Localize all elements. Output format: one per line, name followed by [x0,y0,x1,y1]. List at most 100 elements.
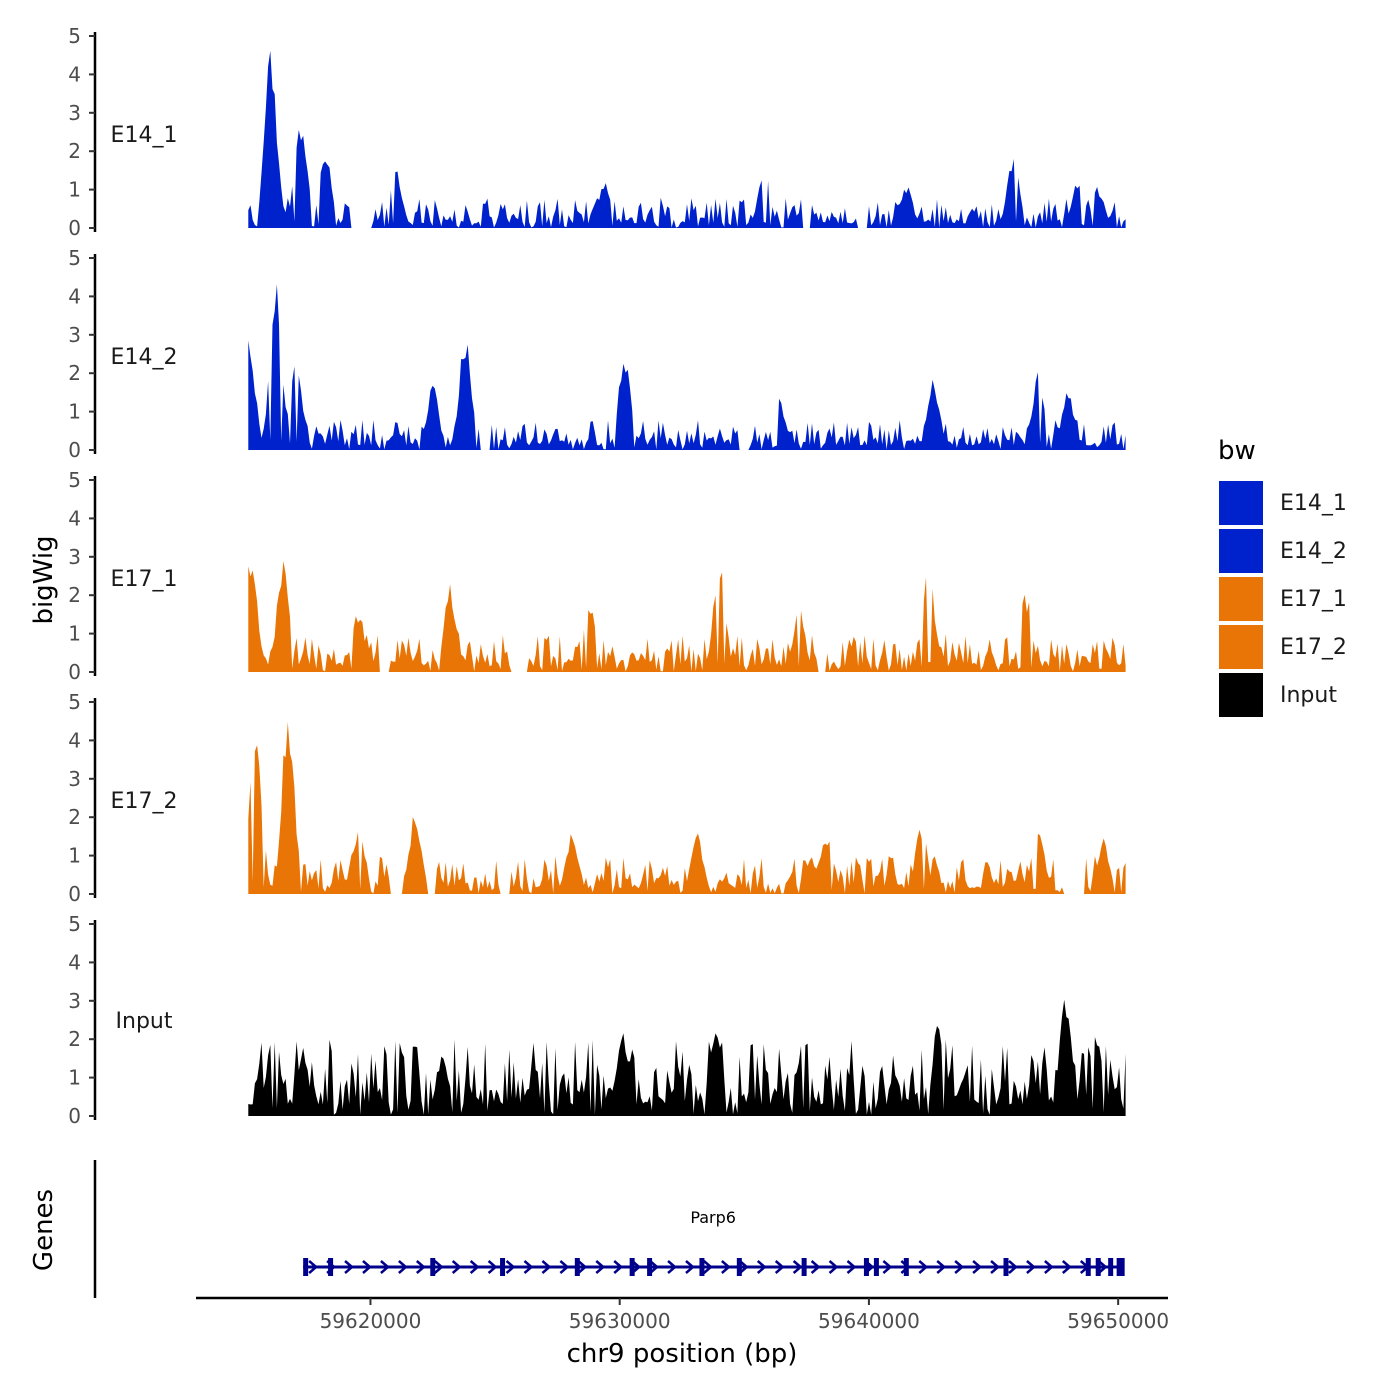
y-tick-label-E17_2-5: 5 [68,690,81,714]
strand-arrow [577,1260,588,1274]
y-tick-label-Input-5: 5 [68,912,81,936]
exon-17 [1108,1258,1114,1276]
x-axis: 59620000 59630000 59640000 59650000 [196,1296,1169,1333]
legend-key-E17_1 [1217,575,1265,623]
y-tick-label-E14_1-3: 3 [68,101,81,125]
track-label-E14_2: E14_2 [111,345,178,370]
signal-area-E14_1 [248,50,1126,229]
y-tick-label-Input-1: 1 [68,1066,81,1090]
y-tick-label-E17_2-3: 3 [68,767,81,791]
exon-16 [1095,1258,1101,1276]
y-tick-label-Input-0: 0 [68,1104,81,1128]
legend-label-E17_2: E17_2 [1280,635,1347,660]
signal-area-Input [248,999,1126,1116]
y-tick-label-E14_1-1: 1 [68,178,81,202]
strand-arrow [703,1260,713,1274]
exon-10 [801,1258,807,1276]
legend-label-E14_2: E14_2 [1280,539,1347,564]
exon-2 [328,1258,334,1276]
strand-arrow [1097,1260,1108,1274]
x-tick-label-59630000: 59630000 [569,1309,671,1333]
strand-arrow [972,1260,983,1274]
strand-arrow [882,1260,893,1274]
strand-arrow [810,1260,821,1274]
signal-area-E17_2 [248,722,1126,894]
y-tick-label-E17_1-1: 1 [68,622,81,646]
y-tick-label-E14_1-2: 2 [68,139,81,163]
exon-5 [574,1258,580,1276]
gene-label-Parp6: Parp6 [690,1208,736,1227]
y-tick-label-E17_2-4: 4 [68,728,81,752]
strand-arrow [380,1260,390,1274]
y-tick-label-E14_2-2: 2 [68,361,81,385]
y-tick-label-E17_2-0: 0 [68,882,81,906]
exon-14 [1003,1258,1009,1276]
exon-12 [873,1258,879,1276]
track-label-E17_1: E17_1 [111,567,178,592]
y-tick-label-E17_1-3: 3 [68,545,81,569]
strand-arrow [936,1260,947,1274]
strand-arrow [308,1260,319,1274]
exon-3 [430,1258,436,1276]
y-tick-label-E17_2-1: 1 [68,844,81,868]
y-tick-label-E14_1-4: 4 [68,62,81,86]
exon-1 [303,1258,309,1276]
track-E17_1: 0 1 2 3 4 5 E17_1 [68,468,1126,684]
y-tick-label-E14_1-5: 5 [68,24,81,48]
strand-arrow [990,1260,1000,1274]
legend-key-E17_2 [1217,623,1265,671]
exon-11 [863,1258,869,1276]
y-tick-label-Input-2: 2 [68,1027,81,1051]
y-tick-label-E14_2-4: 4 [68,284,81,308]
legend-key-Input [1217,671,1265,719]
strand-arrow [774,1260,785,1274]
strand-arrow [828,1260,839,1274]
strand-arrow [559,1260,570,1274]
y-tick-label-E14_2-5: 5 [68,246,81,270]
strand-arrow [738,1260,749,1274]
strand-arrow [541,1260,552,1274]
legend-title: bw [1218,436,1256,466]
y-tick-label-Input-4: 4 [68,950,81,974]
strand-arrow [756,1260,767,1274]
y-tick-label-Input-3: 3 [68,989,81,1013]
y-tick-label-E14_2-0: 0 [68,438,81,462]
strand-arrow [846,1260,857,1274]
strand-arrow [523,1260,534,1274]
y-tick-label-E17_2-2: 2 [68,805,81,829]
strand-arrow [1061,1260,1072,1274]
strand-arrow [685,1260,695,1274]
y-tick-label-E14_2-3: 3 [68,323,81,347]
exon-7 [647,1258,653,1276]
strand-arrow [487,1260,498,1274]
y-tick-label-E17_1-4: 4 [68,506,81,530]
legend-label-Input: Input [1280,683,1337,708]
strand-arrow [415,1260,426,1274]
strand-arrow [792,1260,803,1274]
exon-8 [699,1258,705,1276]
track-label-E14_1: E14_1 [111,123,178,148]
x-tick-label-59650000: 59650000 [1067,1309,1169,1333]
genes-panel: Parp6 [93,1160,1125,1298]
strand-arrow [451,1260,462,1274]
strand-arrow [721,1260,731,1274]
legend-key-E14_1 [1217,479,1265,527]
legend-key-E14_2 [1217,527,1265,575]
signal-area-E17_1 [248,561,1126,672]
signal-area-E14_2 [248,284,1126,450]
exon-9 [736,1258,742,1276]
track-Input: 0 1 2 3 4 5 Input [68,912,1126,1128]
genes-axis-title: Genes [29,1189,59,1271]
exon-15 [1085,1258,1091,1276]
x-axis-title: chr9 position (bp) [567,1339,798,1369]
strand-arrow [398,1260,408,1274]
track-label-E17_2: E17_2 [111,789,178,814]
exon-13 [903,1258,909,1276]
y-axis-title: bigWig [29,535,59,624]
legend: bw E14_1 E14_2 E17_1 E17_2 Input [1217,436,1347,719]
exon-6 [629,1258,635,1276]
strand-arrow [595,1260,606,1274]
track-E17_2: 0 1 2 3 4 5 E17_2 [68,690,1126,906]
x-tick-label-59640000: 59640000 [818,1309,920,1333]
